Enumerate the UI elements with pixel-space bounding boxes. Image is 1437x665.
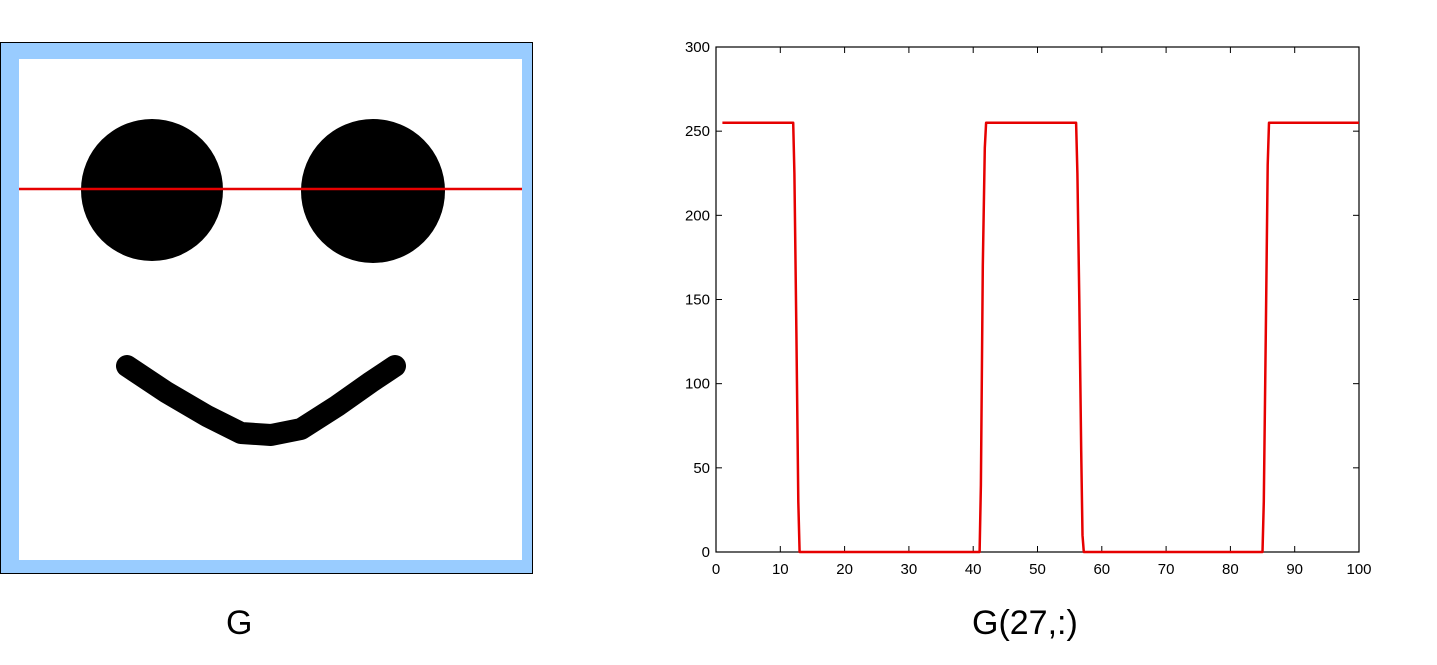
y-tick-label: 100 <box>685 376 710 393</box>
x-axis-ticks: 0 10 20 30 40 50 60 70 80 90 100 <box>712 47 1372 578</box>
x-tick-label: 70 <box>1158 561 1175 578</box>
x-tick-label: 80 <box>1222 561 1239 578</box>
right-eye <box>301 119 445 263</box>
y-tick-label: 0 <box>702 544 710 561</box>
series-line <box>722 121 1359 554</box>
series-layer <box>722 121 1359 554</box>
smile-mouth <box>116 355 406 446</box>
x-tick-label: 90 <box>1286 561 1303 578</box>
x-tick-label: 20 <box>836 561 853 578</box>
chart-caption: G(27,:) <box>972 604 1078 642</box>
y-axis-ticks: 0 50 100 150 200 250 300 <box>685 39 1359 561</box>
smiley-face-image <box>19 119 522 446</box>
image-panel-frame <box>0 42 533 574</box>
x-tick-label: 50 <box>1029 561 1046 578</box>
profile-chart: 0 10 20 30 40 50 60 70 80 90 100 0 50 100 150 200 250 30… <box>685 39 1372 578</box>
x-tick-label: 100 <box>1346 561 1371 578</box>
y-tick-label: 50 <box>693 460 710 477</box>
image-caption: G <box>226 604 253 642</box>
image-display <box>19 59 522 560</box>
y-tick-label: 300 <box>685 39 710 56</box>
x-tick-label: 0 <box>712 561 720 578</box>
x-tick-label: 40 <box>965 561 982 578</box>
y-tick-label: 150 <box>685 292 710 309</box>
y-tick-label: 250 <box>685 123 710 140</box>
x-tick-label: 10 <box>772 561 789 578</box>
x-tick-label: 30 <box>901 561 918 578</box>
y-tick-label: 200 <box>685 207 710 224</box>
x-tick-label: 60 <box>1093 561 1110 578</box>
